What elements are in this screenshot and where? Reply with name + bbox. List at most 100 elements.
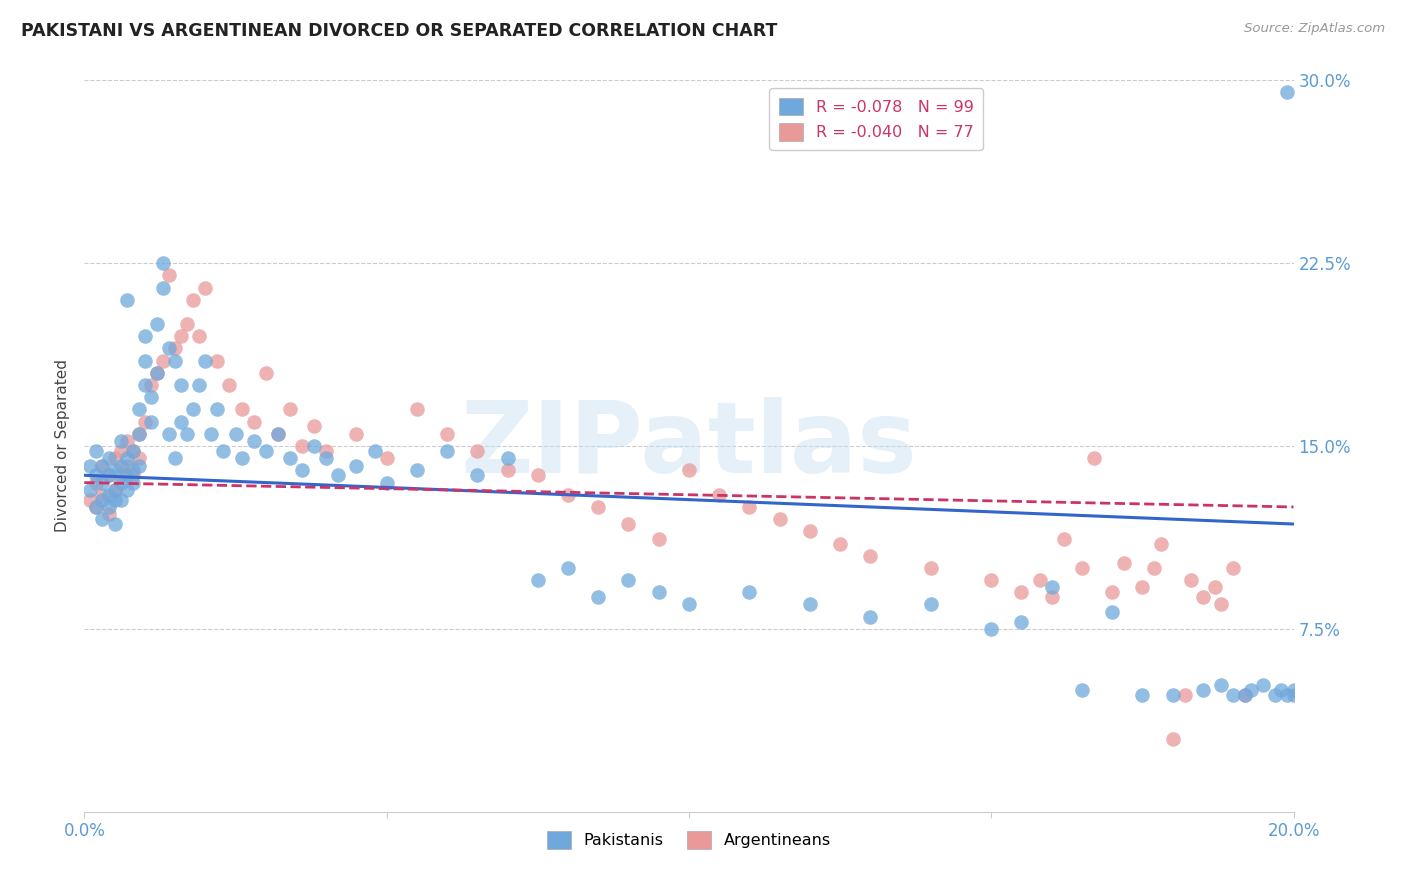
Point bbox=[91, 458, 114, 473]
Point bbox=[1174, 688, 1197, 702]
Point bbox=[128, 451, 150, 466]
Point bbox=[1161, 688, 1184, 702]
Point bbox=[104, 463, 127, 477]
Point bbox=[1234, 688, 1257, 702]
Point bbox=[152, 256, 174, 270]
Point bbox=[104, 492, 127, 507]
Point bbox=[194, 353, 217, 368]
Point bbox=[91, 488, 114, 502]
Point bbox=[291, 439, 314, 453]
Point bbox=[104, 483, 127, 497]
Point bbox=[97, 500, 120, 514]
Point bbox=[1282, 688, 1305, 702]
Point bbox=[346, 458, 368, 473]
Point bbox=[1277, 86, 1299, 100]
Point bbox=[588, 590, 610, 604]
Point bbox=[920, 561, 942, 575]
Point bbox=[128, 458, 150, 473]
Point bbox=[165, 451, 187, 466]
Point bbox=[97, 451, 120, 466]
Point bbox=[678, 463, 700, 477]
Point bbox=[278, 451, 301, 466]
Point bbox=[859, 609, 882, 624]
Point bbox=[97, 488, 120, 502]
Point bbox=[146, 317, 169, 331]
Point bbox=[225, 426, 247, 441]
Point bbox=[1114, 556, 1136, 570]
Point bbox=[769, 512, 792, 526]
Point bbox=[527, 468, 550, 483]
Point bbox=[328, 468, 350, 483]
Point bbox=[86, 500, 108, 514]
Point bbox=[617, 516, 640, 531]
Point bbox=[315, 443, 337, 458]
Point bbox=[830, 536, 852, 550]
Point bbox=[678, 598, 700, 612]
Point bbox=[346, 426, 368, 441]
Point bbox=[557, 561, 579, 575]
Point bbox=[176, 317, 198, 331]
Point bbox=[496, 463, 519, 477]
Point bbox=[1222, 561, 1244, 575]
Point bbox=[267, 426, 290, 441]
Point bbox=[709, 488, 731, 502]
Point bbox=[157, 426, 180, 441]
Point bbox=[1143, 561, 1166, 575]
Point bbox=[207, 353, 229, 368]
Y-axis label: Divorced or Separated: Divorced or Separated bbox=[55, 359, 70, 533]
Point bbox=[97, 468, 120, 483]
Point bbox=[97, 468, 120, 483]
Point bbox=[1083, 451, 1105, 466]
Point bbox=[91, 492, 114, 507]
Point bbox=[157, 268, 180, 283]
Point bbox=[218, 378, 240, 392]
Point bbox=[1130, 688, 1153, 702]
Point bbox=[115, 451, 138, 466]
Point bbox=[406, 402, 429, 417]
Point bbox=[86, 468, 108, 483]
Point bbox=[181, 402, 204, 417]
Point bbox=[242, 434, 264, 449]
Legend: Pakistanis, Argentineans: Pakistanis, Argentineans bbox=[540, 825, 838, 855]
Point bbox=[302, 439, 325, 453]
Point bbox=[115, 458, 138, 473]
Point bbox=[1071, 561, 1094, 575]
Point bbox=[799, 598, 821, 612]
Point bbox=[104, 483, 127, 497]
Point bbox=[1011, 585, 1033, 599]
Point bbox=[1240, 682, 1263, 697]
Point bbox=[1040, 590, 1063, 604]
Point bbox=[231, 402, 253, 417]
Point bbox=[134, 329, 156, 343]
Point bbox=[134, 415, 156, 429]
Text: ZIPatlas: ZIPatlas bbox=[461, 398, 917, 494]
Point bbox=[242, 415, 264, 429]
Point bbox=[1270, 682, 1292, 697]
Point bbox=[1180, 573, 1202, 587]
Point bbox=[278, 402, 301, 417]
Point bbox=[648, 585, 671, 599]
Point bbox=[207, 402, 229, 417]
Point bbox=[212, 443, 235, 458]
Point bbox=[79, 492, 101, 507]
Point bbox=[146, 366, 169, 380]
Point bbox=[188, 378, 211, 392]
Point bbox=[1222, 688, 1244, 702]
Point bbox=[436, 443, 458, 458]
Point bbox=[254, 443, 277, 458]
Point bbox=[1234, 688, 1257, 702]
Point bbox=[200, 426, 222, 441]
Point bbox=[363, 443, 385, 458]
Point bbox=[115, 468, 138, 483]
Point bbox=[1277, 688, 1299, 702]
Point bbox=[406, 463, 429, 477]
Point bbox=[152, 280, 174, 294]
Point bbox=[188, 329, 211, 343]
Point bbox=[231, 451, 253, 466]
Point bbox=[176, 426, 198, 441]
Point bbox=[467, 443, 489, 458]
Point bbox=[139, 390, 162, 404]
Point bbox=[110, 458, 132, 473]
Point bbox=[1253, 678, 1275, 692]
Point bbox=[1204, 581, 1226, 595]
